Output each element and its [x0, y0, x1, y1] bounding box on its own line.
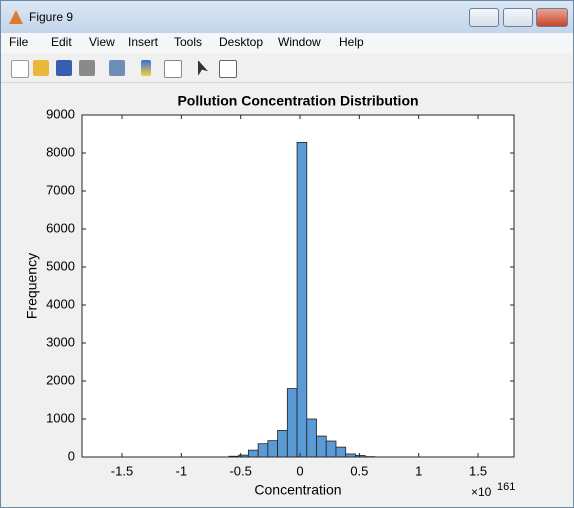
bar [296, 141, 308, 458]
x-tick-label: 1.5 [469, 463, 487, 478]
bar [277, 429, 288, 458]
y-tick-label: 0 [68, 448, 75, 463]
bar [267, 440, 278, 458]
legend-icon[interactable] [164, 60, 182, 78]
title-bar: Figure 9 [1, 1, 573, 33]
save-icon[interactable] [56, 60, 72, 76]
y-axis-label: Frequency [24, 253, 40, 319]
axes-box [81, 114, 515, 458]
bar [316, 435, 327, 458]
open-icon[interactable] [33, 60, 49, 76]
minimize-button[interactable] [469, 8, 499, 27]
menu-item[interactable]: Tools [174, 35, 203, 49]
x-exponent: 161 [497, 481, 515, 493]
bar [306, 418, 317, 458]
x-multiplier: ×10 [471, 485, 492, 499]
bar [257, 443, 269, 458]
y-tick-label: 7000 [46, 182, 75, 197]
toolbar [1, 54, 573, 83]
property-icon[interactable] [219, 60, 237, 78]
y-tick-label: 5000 [46, 258, 75, 273]
pointer-icon[interactable] [198, 60, 208, 76]
x-tick-label: 0 [296, 463, 303, 478]
close-button[interactable] [536, 8, 568, 27]
y-tick-label: 2000 [46, 372, 75, 387]
menu-bar: File Edit View Insert Tools Desktop Window Help [1, 33, 573, 53]
x-tick-label: -1 [176, 463, 188, 478]
x-tick-label: 1 [415, 463, 422, 478]
y-tick-label: 8000 [46, 144, 75, 159]
new-icon[interactable] [11, 60, 29, 78]
y-tick-label: 1000 [46, 410, 75, 425]
chart: Pollution Concentration Distribution Con… [24, 93, 516, 499]
link-icon[interactable] [109, 60, 125, 76]
y-tick-label: 6000 [46, 220, 75, 235]
menu-item[interactable]: View [89, 35, 115, 49]
bar [286, 388, 298, 458]
menu-item[interactable]: Window [278, 35, 321, 49]
colorbar-icon[interactable] [141, 60, 151, 76]
x-tick-label: -0.5 [229, 463, 251, 478]
menu-item[interactable]: File [9, 35, 29, 49]
x-tick-label: 0.5 [350, 463, 368, 478]
x-tick-label: -1.5 [111, 463, 133, 478]
y-tick-label: 3000 [46, 334, 75, 349]
x-axis-label: Concentration [254, 482, 341, 498]
menu-item[interactable]: Help [339, 35, 364, 49]
menu-item[interactable]: Edit [51, 35, 72, 49]
app-icon [9, 10, 23, 24]
chart-title: Pollution Concentration Distribution [177, 93, 418, 109]
print-icon[interactable] [79, 60, 95, 76]
menu-item[interactable]: Desktop [219, 35, 264, 49]
window-title: Figure 9 [29, 10, 74, 24]
bar [325, 440, 337, 458]
y-tick-label: 4000 [46, 296, 75, 311]
bar [335, 446, 347, 458]
bar [247, 449, 259, 458]
maximize-button[interactable] [503, 8, 533, 27]
menu-item[interactable]: Insert [128, 35, 159, 49]
y-tick-label: 9000 [46, 106, 75, 121]
